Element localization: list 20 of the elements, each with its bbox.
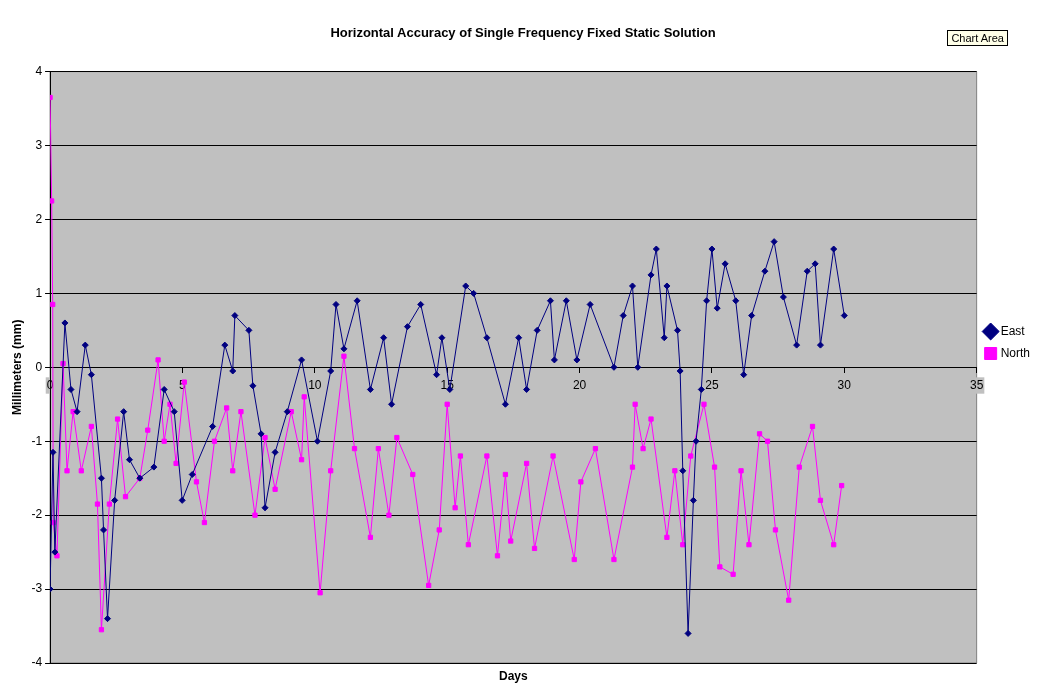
y-tick-label: 2 [35,211,43,226]
x-tick-label: 35 [969,377,984,392]
y-tick-label: 4 [35,63,43,78]
y-tick-label: 0 [35,359,43,374]
y-axis-title: Millimeters (mm) [9,319,24,415]
y-tick-label: -4 [31,655,43,670]
x-axis-title: Days [499,669,529,684]
y-tick-label: -2 [31,507,43,522]
legend-label: North [1000,345,1030,360]
x-tick-label: 20 [572,377,587,392]
chart-title: Horizontal Accuracy of Single Frequency Fixed Static Solution [330,25,716,41]
x-tick-label: 10 [308,377,322,392]
legend-label: East [1000,323,1026,338]
text: Chart Area [947,30,1008,46]
y-tick-label: -1 [31,433,43,448]
y-tick-label: -3 [31,581,43,596]
y-tick-label: 1 [35,285,43,300]
x-tick-label: 25 [705,377,719,392]
y-tick-label: 3 [35,137,43,152]
x-tick-label: 30 [837,377,852,392]
